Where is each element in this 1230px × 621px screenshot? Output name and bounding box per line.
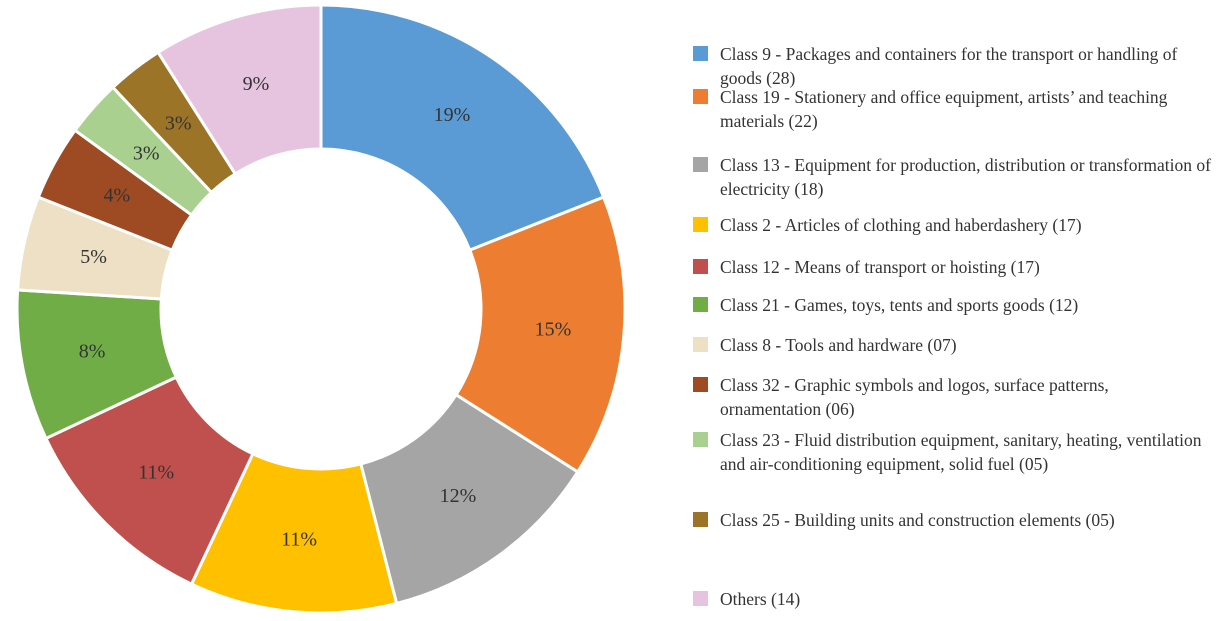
legend-swatch xyxy=(693,591,708,606)
legend-swatch xyxy=(693,512,708,527)
data-label: 5% xyxy=(80,246,107,268)
data-label: 15% xyxy=(535,319,572,341)
legend-swatch xyxy=(693,377,708,392)
legend-label: Class 25 - Building units and constructi… xyxy=(720,510,1115,530)
data-label: 12% xyxy=(440,485,477,507)
legend-entry: Class 9 - Packages and containers for th… xyxy=(693,42,1213,90)
legend-label: Others (14) xyxy=(720,589,801,609)
legend-label: Class 9 - Packages and containers for th… xyxy=(720,44,1178,88)
legend-label: Class 21 - Games, toys, tents and sports… xyxy=(720,295,1079,315)
legend-swatch xyxy=(693,259,708,274)
data-label: 3% xyxy=(165,112,192,134)
slice xyxy=(319,3,606,253)
legend-label: Class 2 - Articles of clothing and haber… xyxy=(720,215,1082,235)
legend-label: Class 8 - Tools and hardware (07) xyxy=(720,335,957,355)
legend-entry: Class 12 - Means of transport or hoistin… xyxy=(693,255,1213,279)
data-label: 11% xyxy=(138,461,174,483)
legend-swatch xyxy=(693,297,708,312)
legend-swatch xyxy=(693,157,708,172)
legend-swatch xyxy=(693,217,708,232)
slice xyxy=(454,195,627,474)
legend-entry: Class 19 - Stationery and office equipme… xyxy=(693,85,1213,133)
legend-entry: Class 23 - Fluid distribution equipment,… xyxy=(693,428,1213,476)
data-label: 4% xyxy=(103,184,130,206)
legend-entry: Class 32 - Graphic symbols and logos, su… xyxy=(693,373,1213,421)
legend-swatch xyxy=(693,89,708,104)
slice xyxy=(156,3,323,176)
legend-swatch xyxy=(693,432,708,447)
data-label: 11% xyxy=(281,529,317,551)
legend-label: Class 12 - Means of transport or hoistin… xyxy=(720,257,1040,277)
legend-swatch xyxy=(693,46,708,61)
legend-entry: Class 25 - Building units and constructi… xyxy=(693,508,1213,532)
data-label: 9% xyxy=(243,73,270,95)
legend-label: Class 32 - Graphic symbols and logos, su… xyxy=(720,375,1109,419)
data-label: 8% xyxy=(79,340,106,362)
legend-entry: Class 21 - Games, toys, tents and sports… xyxy=(693,293,1213,317)
legend-entry: Others (14) xyxy=(693,587,1213,611)
legend-label: Class 13 - Equipment for production, dis… xyxy=(720,155,1211,199)
legend-entry: Class 13 - Equipment for production, dis… xyxy=(693,153,1213,201)
data-label: 3% xyxy=(133,143,160,165)
legend-swatch xyxy=(693,337,708,352)
legend-entry: Class 8 - Tools and hardware (07) xyxy=(693,333,1213,357)
legend-label: Class 19 - Stationery and office equipme… xyxy=(720,87,1168,131)
data-label: 19% xyxy=(434,104,471,126)
legend-label: Class 23 - Fluid distribution equipment,… xyxy=(720,430,1202,474)
legend-entry: Class 2 - Articles of clothing and haber… xyxy=(693,213,1213,237)
